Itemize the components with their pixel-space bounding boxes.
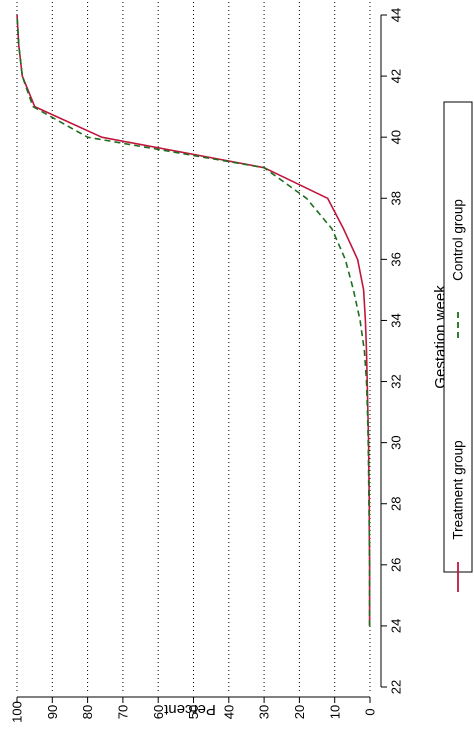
x-tick-label: 40 bbox=[389, 130, 404, 144]
x-tick-label: 36 bbox=[389, 252, 404, 266]
gridlines bbox=[16, 2, 371, 694]
x-tick-label: 30 bbox=[389, 435, 404, 449]
legend-label: Control group bbox=[451, 199, 466, 281]
y-axis-ticks: 0 10 20 30 40 50 60 70 80 90 100 bbox=[10, 697, 378, 723]
x-tick-label: 42 bbox=[389, 69, 404, 83]
x-axis-ticks: 22 24 26 28 30 32 34 36 38 40 42 44 bbox=[381, 8, 404, 694]
x-tick-label: 24 bbox=[389, 619, 404, 633]
x-tick-label: 26 bbox=[389, 558, 404, 572]
series-line-2 bbox=[16, 14, 371, 626]
legend: Treatment group Control group bbox=[443, 101, 473, 592]
y-tick-label: 30 bbox=[257, 705, 272, 719]
x-tick-label: 44 bbox=[389, 8, 404, 22]
x-tick-label: 38 bbox=[389, 191, 404, 205]
y-tick-label: 20 bbox=[292, 705, 307, 719]
x-tick-label: 22 bbox=[389, 680, 404, 694]
y-tick-label: 40 bbox=[221, 705, 236, 719]
x-tick-label: 34 bbox=[389, 313, 404, 327]
y-tick-label: 90 bbox=[45, 705, 60, 719]
y-tick-label: 50 bbox=[186, 705, 201, 719]
series-lines bbox=[16, 14, 371, 626]
x-tick-label: 28 bbox=[389, 496, 404, 510]
y-tick-label: 100 bbox=[10, 701, 25, 723]
y-tick-label: 60 bbox=[151, 705, 166, 719]
y-tick-label: 80 bbox=[80, 705, 95, 719]
y-tick-label: 70 bbox=[115, 705, 130, 719]
y-tick-label: 10 bbox=[327, 705, 342, 719]
legend-label: Treatment group bbox=[451, 440, 466, 539]
y-tick-label: 0 bbox=[363, 708, 378, 715]
y-axis-title: Percent bbox=[163, 701, 216, 718]
x-tick-label: 32 bbox=[389, 374, 404, 388]
